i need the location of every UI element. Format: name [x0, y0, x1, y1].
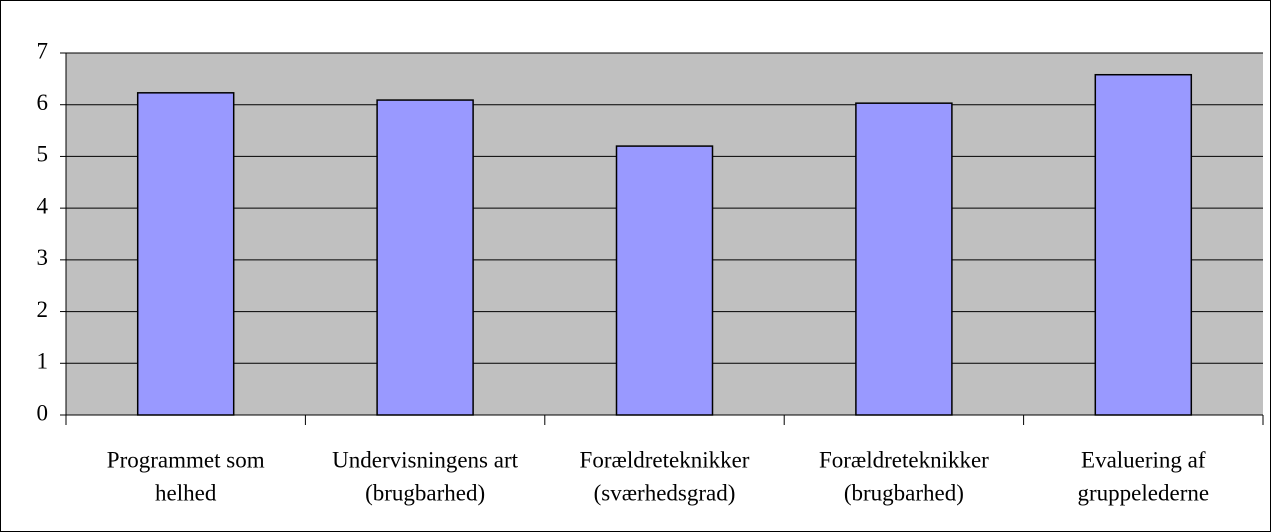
x-tick-label: Undervisningens art — [332, 447, 518, 472]
x-tick-label: helhed — [155, 480, 217, 505]
y-tick-label: 5 — [37, 142, 49, 167]
x-tick-label: Evaluering af — [1081, 447, 1206, 472]
x-tick-label: Forældreteknikker — [580, 447, 750, 472]
x-tick-label: (sværhedsgrad) — [594, 480, 736, 505]
bar — [1094, 73, 1193, 416]
y-tick-label: 6 — [37, 90, 49, 115]
y-tick-label: 4 — [37, 193, 49, 218]
y-tick-label: 3 — [37, 245, 49, 270]
y-tick-label: 0 — [37, 400, 49, 425]
x-tick-label: (brugbarhed) — [365, 480, 485, 505]
x-tick-label: (brugbarhed) — [844, 480, 964, 505]
x-tick-label: gruppelederne — [1078, 480, 1210, 505]
bar — [615, 145, 714, 416]
y-tick-label: 2 — [37, 297, 49, 322]
x-tick-label: Programmet som — [107, 447, 265, 472]
bar — [136, 92, 235, 416]
y-tick-label: 7 — [37, 38, 49, 63]
bar — [376, 99, 474, 416]
bar — [855, 102, 953, 416]
x-tick-label: Forældreteknikker — [819, 447, 989, 472]
y-tick-label: 1 — [37, 349, 49, 374]
